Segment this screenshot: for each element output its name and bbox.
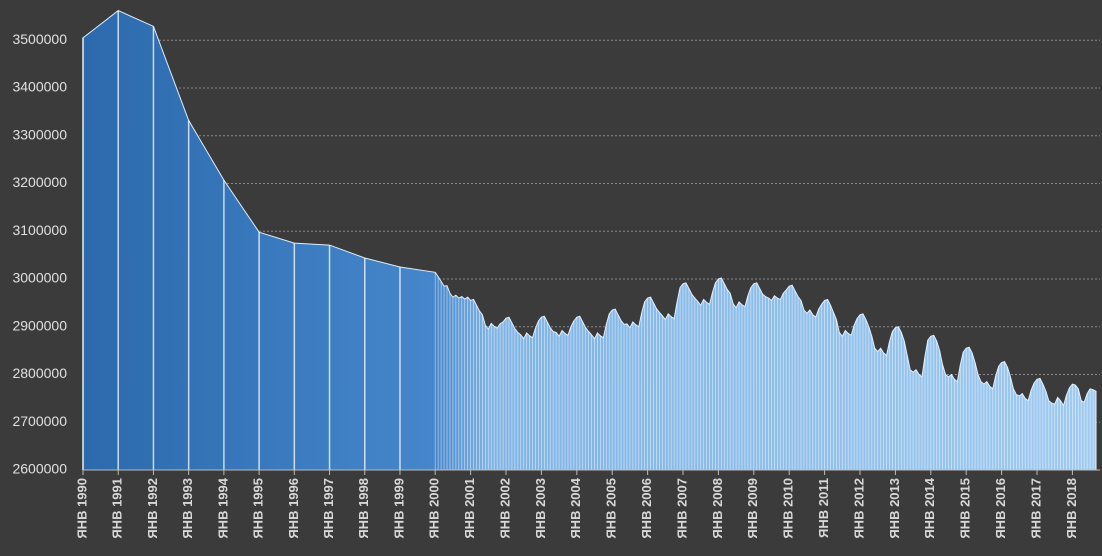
x-tick-label: ЯНВ 2016 [993,478,1008,539]
y-tick-label: 3200000 [12,174,67,190]
x-tick-label: ЯНВ 2017 [1028,478,1043,539]
x-tick-label: ЯНВ 1993 [180,478,195,539]
y-tick-label: 3300000 [12,126,67,142]
x-tick-label: ЯНВ 1992 [145,478,160,539]
y-tick-label: 2800000 [12,365,67,381]
x-tick-label: ЯНВ 2000 [427,478,442,539]
y-tick-label: 3500000 [12,31,67,47]
x-tick-label: ЯНВ 2009 [745,478,760,539]
x-tick-label: ЯНВ 1990 [74,478,89,539]
x-tick-label: ЯНВ 1999 [391,478,406,539]
x-tick-label: ЯНВ 2013 [887,478,902,539]
x-tick-label: ЯНВ 2012 [851,478,866,539]
y-tick-label: 2700000 [12,413,67,429]
x-tick-label: ЯНВ 2001 [462,478,477,539]
x-tick-label: ЯНВ 2006 [639,478,654,539]
x-tick-label: ЯНВ 1997 [321,478,336,539]
x-tick-label: ЯНВ 1995 [251,478,266,539]
x-tick-label: ЯНВ 2002 [497,478,512,539]
y-tick-label: 3000000 [12,270,67,286]
y-tick-label: 2900000 [12,317,67,333]
x-tick-label: ЯНВ 2008 [710,478,725,539]
x-tick-label: ЯНВ 2007 [674,478,689,539]
x-tick-label: ЯНВ 2018 [1064,478,1079,539]
x-tick-label: ЯНВ 2015 [958,478,973,539]
y-tick-label: 3400000 [12,79,67,95]
x-tick-label: ЯНВ 2003 [533,478,548,539]
x-tick-label: ЯНВ 1994 [215,477,230,538]
x-tick-label: ЯНВ 1991 [110,478,125,539]
x-tick-label: ЯНВ 2014 [922,477,937,538]
area [82,10,1097,471]
x-tick-label: ЯНВ 2010 [781,478,796,539]
x-tick-label: ЯНВ 2011 [816,478,831,538]
x-tick-label: ЯНВ 1998 [356,478,371,539]
y-tick-label: 2600000 [12,461,67,477]
x-tick-label: ЯНВ 2004 [568,477,583,538]
x-tick-label: ЯНВ 1996 [286,478,301,539]
x-tick-label: ЯНВ 2005 [604,478,619,539]
y-tick-label: 3100000 [12,222,67,238]
